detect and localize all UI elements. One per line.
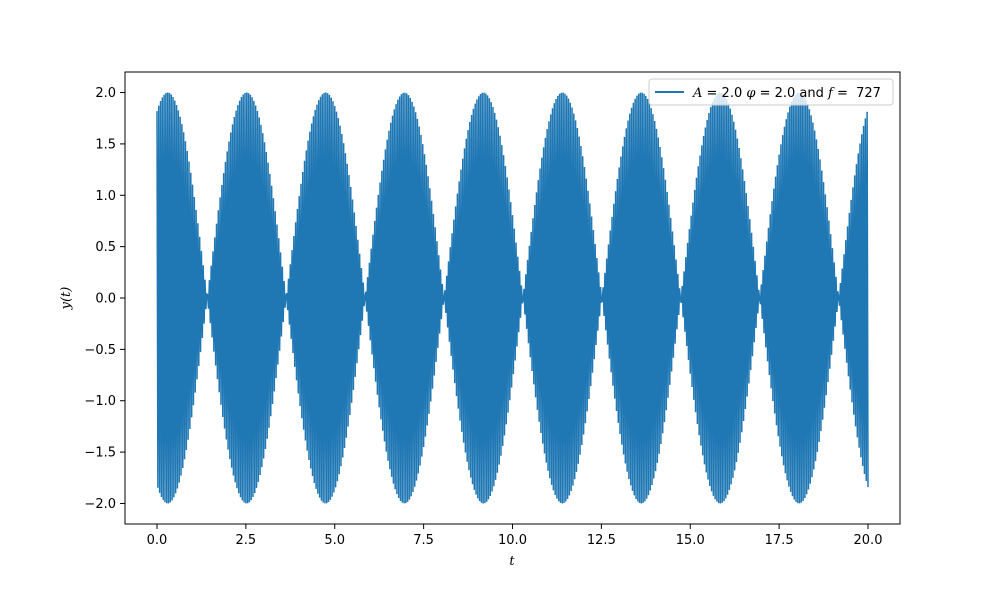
y-tick-label: −2.0 — [84, 497, 116, 512]
y-tick-label: 1.0 — [95, 189, 116, 204]
y-tick-label: −1.0 — [84, 394, 116, 409]
legend: A = 2.0 φ = 2.0 and f = 727 — [648, 78, 894, 106]
y-axis-label: y(t) — [59, 287, 74, 311]
y-tick-label: −1.5 — [84, 446, 116, 461]
series-layer — [156, 92, 869, 504]
x-tick-label: 17.5 — [765, 533, 794, 548]
legend-box — [648, 78, 894, 106]
x-tick-label: 15.0 — [676, 533, 705, 548]
legend-f-value: = 727 — [833, 86, 881, 101]
x-axis-label: t — [509, 554, 515, 569]
x-tick-label: 10.0 — [498, 533, 527, 548]
legend-A-symbol: A — [692, 86, 702, 101]
y-tick-label: 0.5 — [95, 240, 116, 255]
y-tick-label: 2.0 — [95, 86, 116, 101]
x-tick-label: 7.5 — [413, 533, 434, 548]
y-tick-label: −0.5 — [84, 343, 116, 358]
x-tick-label: 20.0 — [854, 533, 883, 548]
legend-phi-value: = 2.0 and — [755, 86, 828, 101]
legend-A-value: = 2.0 — [702, 86, 746, 101]
x-tick-label: 12.5 — [587, 533, 616, 548]
x-tick-label: 0.0 — [147, 533, 168, 548]
y-tick-label: 0.0 — [95, 292, 116, 307]
y-tick-label: 1.5 — [95, 137, 116, 152]
x-tick-label: 5.0 — [324, 533, 345, 548]
legend-f-symbol: f — [827, 86, 835, 101]
x-tick-label: 2.5 — [236, 533, 257, 548]
legend-phi-symbol: φ — [746, 86, 756, 101]
x-axis: 0.0 2.5 5.0 7.5 10.0 12.5 15.0 17.5 20.0 — [147, 524, 883, 548]
y-axis: −2.0 −1.5 −1.0 −0.5 0.0 0.5 1.0 1.5 2.0 — [84, 86, 125, 512]
legend-entry: A = 2.0 φ = 2.0 and f = 727 — [692, 86, 881, 101]
series-line — [156, 92, 869, 504]
